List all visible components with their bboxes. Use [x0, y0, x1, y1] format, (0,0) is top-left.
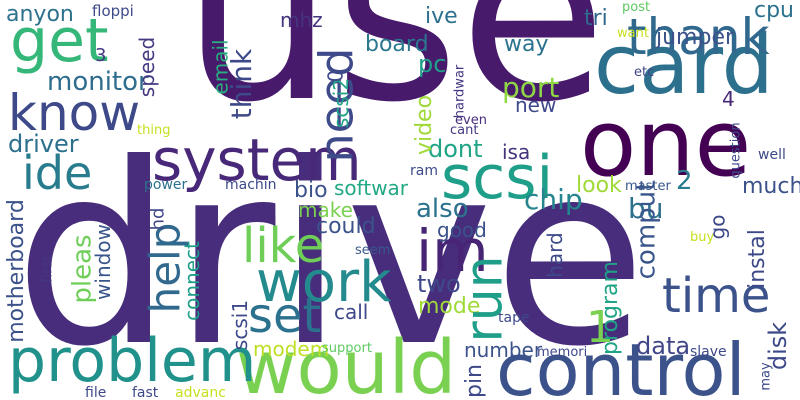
word-file: file — [85, 385, 107, 400]
word-thank: thank — [627, 8, 770, 66]
word-ide: ide — [22, 146, 93, 200]
word-get: get — [10, 6, 109, 76]
word-cpu: cpu — [754, 0, 795, 23]
word-first: first — [39, 255, 56, 283]
word-master: master — [625, 179, 671, 194]
word-card: card — [594, 18, 774, 113]
word-jumper: jumper — [656, 25, 735, 50]
word-anyon: anyon — [6, 2, 74, 27]
word-mode: mode — [418, 294, 481, 319]
word-fast: fast — [132, 385, 159, 400]
word-0: 0 — [323, 69, 348, 83]
word-may: may — [758, 362, 774, 391]
word-would: would — [236, 325, 457, 400]
word-1: 1 — [586, 302, 614, 353]
word-hd: hd — [147, 207, 169, 231]
word-use: use — [182, 0, 607, 155]
word-question: question — [728, 122, 744, 179]
word-much: much — [742, 174, 800, 199]
word-dont: dont — [428, 135, 483, 163]
word-modem: modem — [253, 337, 330, 361]
word-go: go — [705, 214, 730, 240]
word-im: im — [416, 217, 489, 285]
word-port: port — [502, 71, 560, 104]
word-etc: etc — [634, 65, 655, 80]
word-way: way — [504, 32, 549, 57]
word-scsi1: scsi1 — [228, 299, 253, 351]
word-could: could — [316, 214, 376, 239]
word-board: board — [365, 32, 429, 57]
word-ram: ram — [410, 163, 438, 179]
word-good: good — [437, 218, 487, 242]
word-seem: seem — [355, 243, 391, 258]
word-machin: machin — [225, 177, 277, 193]
word-run: run — [454, 255, 515, 343]
word-memori: memori — [537, 345, 588, 360]
word-bio: bio — [294, 178, 328, 203]
word-also: also — [416, 194, 469, 224]
word-speed: speed — [135, 36, 160, 98]
word-slave: slave — [690, 344, 727, 360]
word-thing: thing — [137, 123, 171, 138]
word-call: call — [334, 300, 369, 324]
word-hard: hard — [542, 232, 567, 278]
word-power: power — [144, 177, 188, 193]
word-pc: pc — [418, 50, 447, 78]
word-chip: chip — [524, 183, 583, 216]
word-softwar: softwar — [334, 176, 409, 200]
word-data: data — [636, 332, 691, 360]
word-know: know — [8, 84, 141, 142]
word-well: well — [758, 147, 786, 163]
word-4: 4 — [722, 87, 735, 111]
word-problem: problem — [8, 326, 257, 396]
word-motherboard: motherboard — [3, 199, 29, 343]
word-time: time — [662, 268, 771, 324]
word-program: program — [597, 261, 623, 355]
word-want: want — [617, 26, 649, 41]
word-scsi: scsi — [441, 143, 554, 213]
word-look: look — [576, 173, 622, 198]
word-system: system — [152, 126, 362, 194]
word-monitor: monitor — [47, 67, 149, 97]
word-like: like — [242, 218, 325, 274]
word-one: one — [580, 90, 752, 197]
word-scsi2: scsi2 — [329, 77, 354, 129]
word-set: set — [248, 288, 322, 344]
word-tape: tape — [498, 310, 530, 326]
word-post: post — [622, 0, 651, 15]
word-driver: driver — [8, 130, 79, 158]
word-cant: cant — [450, 123, 479, 138]
word-make: make — [298, 198, 353, 222]
word-3: 3 — [95, 45, 107, 66]
word-ive: ive — [425, 4, 458, 29]
word-support: support — [322, 341, 372, 356]
word-number: number — [464, 338, 543, 362]
word-pin: pin — [462, 363, 488, 399]
word-advanc: advanc — [175, 385, 226, 400]
word-tri: tri — [584, 6, 608, 31]
word-control: control — [496, 328, 746, 400]
word-hardwar: hardwar — [452, 64, 468, 119]
word-buy: buy — [690, 230, 715, 245]
word-isa: isa — [502, 140, 531, 164]
word-2: 2 — [676, 166, 693, 196]
word-think: think — [225, 48, 259, 120]
word-bu: bu — [628, 192, 664, 225]
word-comput: comput — [631, 180, 662, 280]
word-floppi: floppi — [92, 2, 134, 20]
word-work: work — [256, 250, 392, 315]
word-even: even — [455, 113, 487, 128]
word-connect: connect — [179, 241, 204, 321]
word-two: two — [417, 270, 461, 298]
word-window: window — [90, 224, 115, 300]
word-mhz: mhz — [280, 8, 323, 32]
word-new: new — [515, 93, 557, 117]
word-drive: drive — [14, 110, 647, 400]
word-video: video — [412, 94, 438, 156]
word-instal: instal — [744, 229, 770, 289]
